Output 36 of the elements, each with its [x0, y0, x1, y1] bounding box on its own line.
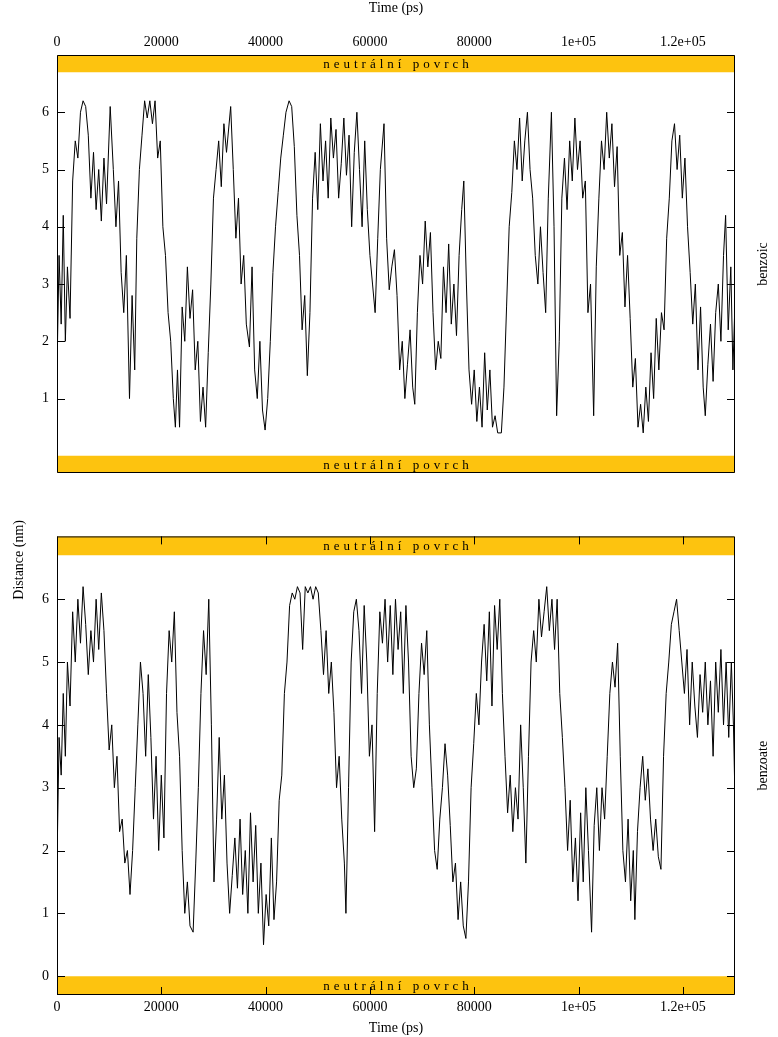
y-tick-label: 6: [42, 103, 49, 119]
y-tick-label: 4: [42, 716, 49, 732]
x-tick-label: 1e+05: [560, 999, 597, 1015]
x2-tick-label: 0: [53, 34, 61, 50]
y-axis-title: Distance (nm): [11, 520, 27, 600]
y-tick-label: 3: [42, 275, 49, 291]
x2-tick-label: 20000: [143, 34, 179, 50]
y-tick-label: 6: [42, 590, 49, 606]
x-tick-label: 60000: [352, 999, 388, 1015]
x-tick-label: 80000: [456, 999, 492, 1015]
y-tick-label: 0: [42, 967, 49, 983]
y-tick-label: 2: [42, 332, 49, 348]
x2-tick-label: 1.2e+05: [660, 34, 706, 50]
y-tick-label: 1: [42, 390, 49, 406]
y-tick-label: 4: [42, 218, 49, 234]
x2-tick-label: 80000: [456, 34, 492, 50]
x-tick-label: 1.2e+05: [660, 999, 706, 1015]
x-tick-label: 20000: [143, 999, 179, 1015]
y2-axis-title: benzoate: [754, 740, 770, 791]
x-axis-title: Time (ps): [368, 1020, 424, 1037]
band-label: neutrální povrch: [323, 456, 473, 472]
y-tick-label: 5: [42, 161, 49, 177]
x-tick-label: 0: [53, 999, 61, 1015]
x2-tick-label: 60000: [352, 34, 388, 50]
band-label: neutrální povrch: [323, 978, 473, 993]
x2-tick-label: 40000: [248, 34, 284, 50]
x-tick-label: 40000: [248, 999, 284, 1015]
y-tick-label: 3: [42, 779, 49, 795]
band-label: neutrální povrch: [323, 538, 473, 554]
y-tick-label: 5: [42, 653, 49, 669]
x2-axis-title: Time (ps): [368, 0, 424, 17]
y2-axis-title: benzoic: [754, 242, 770, 286]
x2-tick-label: 1e+05: [560, 34, 597, 50]
y-tick-label: 1: [42, 905, 49, 920]
y-tick-label: 2: [42, 842, 49, 858]
band-label: neutrální povrch: [323, 56, 473, 72]
